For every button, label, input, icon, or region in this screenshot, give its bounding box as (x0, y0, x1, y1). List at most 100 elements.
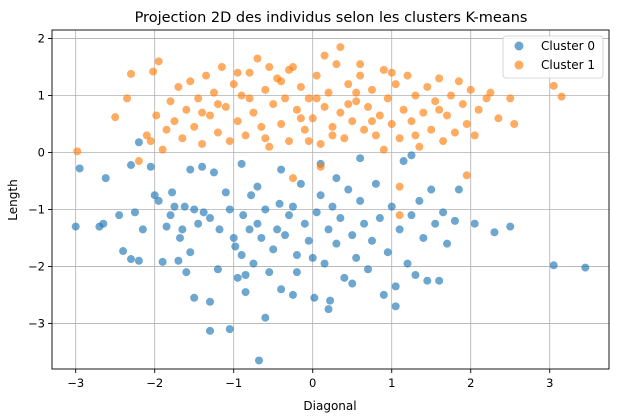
data-point-cluster-1 (435, 74, 444, 83)
data-point-cluster-1 (202, 71, 211, 80)
data-point-cluster-0 (130, 208, 139, 217)
data-point-cluster-0 (221, 188, 230, 197)
data-point-cluster-1 (225, 137, 234, 146)
data-point-cluster-1 (458, 100, 467, 109)
x-tick-label: 3 (546, 376, 553, 390)
data-point-cluster-1 (312, 94, 321, 103)
data-point-cluster-0 (375, 214, 384, 223)
data-point-cluster-0 (215, 225, 224, 234)
data-point-cluster-0 (206, 297, 215, 306)
legend-swatch-cluster-0 (514, 41, 524, 51)
data-point-cluster-1 (411, 131, 420, 140)
data-point-cluster-1 (269, 100, 278, 109)
data-point-cluster-1 (162, 125, 171, 134)
data-point-cluster-0 (450, 216, 459, 225)
data-point-cluster-1 (233, 68, 242, 77)
data-points (71, 43, 590, 365)
data-point-cluster-0 (186, 165, 195, 174)
data-point-cluster-0 (71, 222, 80, 231)
data-point-cluster-1 (364, 102, 373, 111)
data-point-cluster-1 (446, 91, 455, 100)
data-point-cluster-0 (407, 151, 416, 160)
data-point-cluster-1 (360, 125, 369, 134)
data-point-cluster-0 (336, 214, 345, 223)
x-tick-label: 0 (309, 376, 316, 390)
data-point-cluster-0 (360, 219, 369, 228)
data-point-cluster-0 (296, 179, 305, 188)
data-point-cluster-0 (134, 256, 143, 265)
data-point-cluster-1 (209, 88, 218, 97)
data-point-cluster-1 (245, 94, 254, 103)
data-point-cluster-1 (257, 122, 266, 131)
data-point-cluster-1 (367, 85, 376, 94)
data-point-cluster-1 (486, 88, 495, 97)
data-point-cluster-0 (231, 242, 240, 251)
data-point-cluster-0 (288, 290, 297, 299)
data-point-cluster-1 (127, 69, 136, 78)
data-point-cluster-1 (336, 43, 345, 52)
y-tick-label: 1 (38, 89, 45, 103)
data-point-cluster-0 (99, 219, 108, 228)
data-point-cluster-0 (225, 205, 234, 214)
data-point-cluster-1 (474, 105, 483, 114)
data-point-cluster-1 (494, 114, 503, 123)
data-point-cluster-1 (403, 71, 412, 80)
data-point-cluster-0 (391, 302, 400, 311)
data-point-cluster-1 (332, 60, 341, 69)
data-point-cluster-0 (190, 205, 199, 214)
data-point-cluster-1 (320, 102, 329, 111)
data-point-cluster-0 (367, 236, 376, 245)
data-point-cluster-0 (253, 182, 262, 191)
data-point-cluster-0 (379, 290, 388, 299)
data-point-cluster-0 (427, 185, 436, 194)
legend-label-cluster-0: Cluster 0 (541, 39, 595, 53)
data-point-cluster-0 (249, 259, 258, 268)
data-point-cluster-1 (73, 147, 82, 156)
data-point-cluster-0 (356, 154, 365, 163)
data-point-cluster-0 (194, 219, 203, 228)
data-point-cluster-0 (275, 199, 284, 208)
data-point-cluster-0 (316, 191, 325, 200)
data-point-cluster-1 (134, 157, 143, 166)
data-point-cluster-1 (285, 65, 294, 74)
data-point-cluster-1 (316, 162, 325, 171)
data-point-cluster-0 (423, 276, 432, 285)
data-point-cluster-1 (427, 125, 436, 134)
data-point-cluster-1 (285, 137, 294, 146)
data-point-cluster-0 (154, 196, 163, 205)
data-point-cluster-1 (277, 120, 286, 129)
data-point-cluster-0 (233, 273, 242, 282)
data-point-cluster-0 (435, 276, 444, 285)
data-point-cluster-0 (186, 248, 195, 257)
data-point-cluster-0 (352, 253, 361, 262)
data-point-cluster-1 (154, 57, 163, 66)
data-point-cluster-1 (356, 71, 365, 80)
data-point-cluster-1 (344, 100, 353, 109)
data-point-cluster-0 (241, 270, 250, 279)
data-point-cluster-0 (225, 325, 234, 334)
x-tick-label: 1 (388, 376, 395, 390)
data-point-cluster-0 (403, 259, 412, 268)
data-point-cluster-1 (462, 120, 471, 129)
y-tick-label: −1 (28, 202, 45, 216)
data-point-cluster-0 (292, 268, 301, 277)
data-point-cluster-1 (111, 113, 120, 122)
legend-box (502, 35, 604, 79)
data-point-cluster-0 (387, 202, 396, 211)
data-point-cluster-1 (261, 85, 270, 94)
x-tick-label: −2 (146, 376, 163, 390)
data-point-cluster-1 (379, 65, 388, 74)
data-point-cluster-0 (245, 225, 254, 234)
data-point-cluster-1 (198, 139, 207, 148)
data-point-cluster-1 (146, 137, 155, 146)
data-point-cluster-1 (395, 134, 404, 143)
data-point-cluster-1 (296, 82, 305, 91)
y-tick-label: 0 (38, 145, 45, 159)
data-point-cluster-0 (419, 233, 428, 242)
data-point-cluster-0 (300, 219, 309, 228)
data-point-cluster-1 (399, 105, 408, 114)
data-point-cluster-1 (356, 60, 365, 69)
data-point-cluster-1 (510, 120, 519, 129)
data-point-cluster-1 (149, 67, 158, 76)
x-tick-label: −3 (67, 376, 84, 390)
